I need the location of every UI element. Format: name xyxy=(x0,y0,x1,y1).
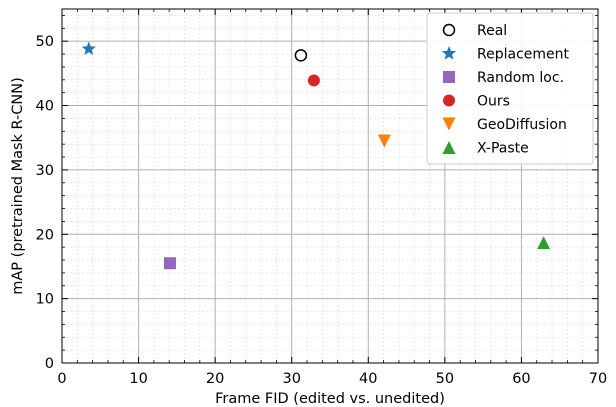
legend-entry-label: GeoDiffusion xyxy=(477,117,567,133)
x-tick-label: 30 xyxy=(282,371,300,387)
legend-entry-label: Ours xyxy=(477,94,510,110)
y-tick-label: 0 xyxy=(45,356,54,372)
legend-marker-open-circle xyxy=(442,23,456,37)
data-point-open-circle xyxy=(294,49,308,62)
x-tick-label: 20 xyxy=(206,371,224,387)
data-point-star xyxy=(81,41,96,55)
data-point-square xyxy=(163,257,176,270)
x-tick-label: 40 xyxy=(359,371,377,387)
data-points xyxy=(81,41,551,270)
x-tick-label: 70 xyxy=(589,371,607,387)
x-tick-label: 0 xyxy=(57,371,66,387)
x-tick-label: 60 xyxy=(512,371,530,387)
x-axis-label: Frame FID (edited vs. unedited) xyxy=(215,391,445,407)
y-axis-label: mAP (pretrained Mask R-CNN) xyxy=(10,77,26,294)
legend-entry-label: Replacement xyxy=(477,47,570,63)
x-tick-label: 50 xyxy=(436,371,454,387)
data-point-triangle-up xyxy=(537,236,551,250)
y-tick-label: 30 xyxy=(36,163,54,179)
axis-ticks: 0 10 20 30 40 50 60 70 0 10 20 30 40 50 xyxy=(36,9,607,387)
legend-entry-label: X-Paste xyxy=(477,141,529,157)
x-tick-label: 10 xyxy=(129,371,147,387)
data-point-circle xyxy=(307,74,320,87)
legend-entry-label: Real xyxy=(477,23,507,39)
legend-marker-star xyxy=(441,46,457,60)
legend-marker-triangle-up xyxy=(442,141,456,154)
y-tick-label: 20 xyxy=(36,227,54,243)
plot-area-frame xyxy=(61,8,599,364)
legend-marker-square xyxy=(443,71,455,83)
legend-entry-label: Random loc. xyxy=(477,70,564,86)
y-tick-label: 50 xyxy=(36,34,54,50)
legend-box xyxy=(426,12,594,165)
y-tick-label: 10 xyxy=(36,292,54,308)
legend-marker-triangle-down xyxy=(442,117,456,131)
legend-marker-circle xyxy=(443,94,455,107)
y-tick-label: 40 xyxy=(36,99,54,115)
data-point-triangle-down xyxy=(377,134,391,148)
legend: Real Replacement Random loc. Ours GeoDiffusi… xyxy=(426,12,594,165)
